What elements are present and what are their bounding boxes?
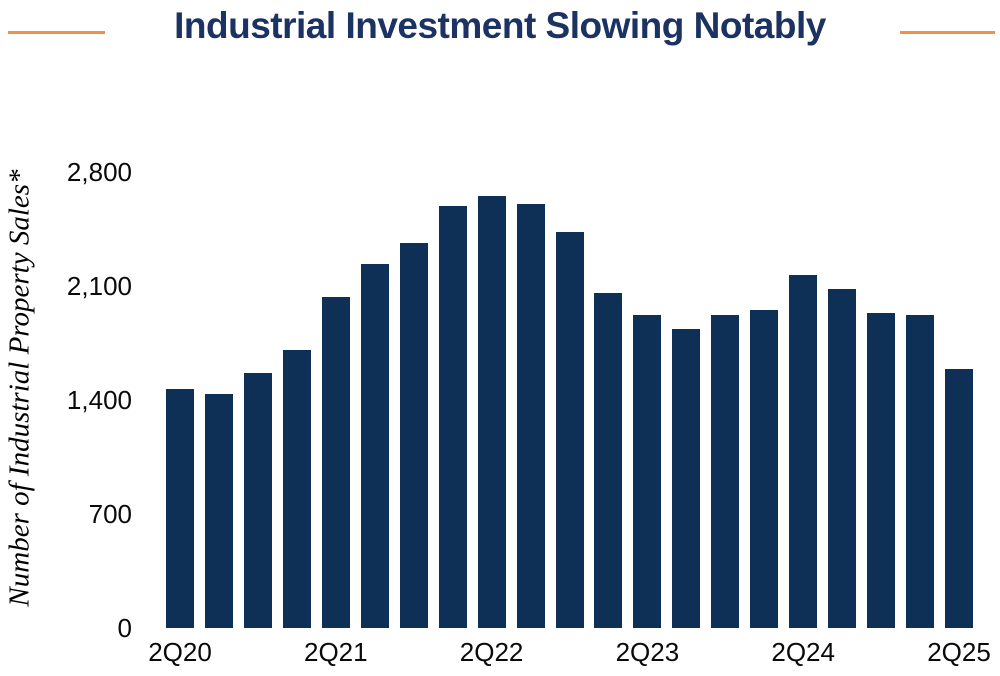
bar-2q20 <box>166 388 194 628</box>
x-tick-label-2q24: 2Q24 <box>771 637 835 667</box>
bar-2q23 <box>633 315 662 628</box>
bar-3q22 <box>516 203 545 628</box>
y-tick-label-0: 0 <box>117 613 132 643</box>
bar-1q21 <box>282 349 311 628</box>
x-tick-label-2q20: 2Q20 <box>148 637 212 667</box>
bar-1q23 <box>594 293 623 628</box>
bar-4q24 <box>867 312 896 628</box>
bar-1q22 <box>438 206 467 628</box>
y-tick-label-1400: 1,400 <box>66 385 132 415</box>
bar-2q21 <box>321 297 350 628</box>
bar-4q22 <box>555 232 584 628</box>
x-tick-label-2q21: 2Q21 <box>303 637 368 667</box>
bar-2q22 <box>477 195 506 628</box>
y-tick-label-700: 700 <box>88 499 132 529</box>
bar-3q24 <box>828 289 857 628</box>
title-accent-rule-left <box>8 31 105 34</box>
bar-4q20 <box>243 373 272 628</box>
bar-3q21 <box>360 264 389 628</box>
bar-3q20 <box>204 394 233 628</box>
bar-4q21 <box>399 242 428 628</box>
y-tick-label-2100: 2,100 <box>66 271 132 301</box>
bar-2q25 <box>945 369 973 628</box>
chart-title: Industrial Investment Slowing Notably <box>174 5 826 46</box>
bar-3q23 <box>672 329 701 628</box>
bar-1q25 <box>906 314 935 628</box>
x-tick-label-2q22: 2Q22 <box>459 637 524 667</box>
bar-1q24 <box>750 310 779 628</box>
x-tick-label-2q25: 2Q25 <box>927 637 991 667</box>
y-tick-label-2800: 2,800 <box>66 157 132 187</box>
bar-2q24 <box>789 274 818 628</box>
x-tick-label-2q23: 2Q23 <box>615 637 680 667</box>
bar-4q23 <box>711 315 740 628</box>
title-accent-rule-right <box>900 31 995 34</box>
